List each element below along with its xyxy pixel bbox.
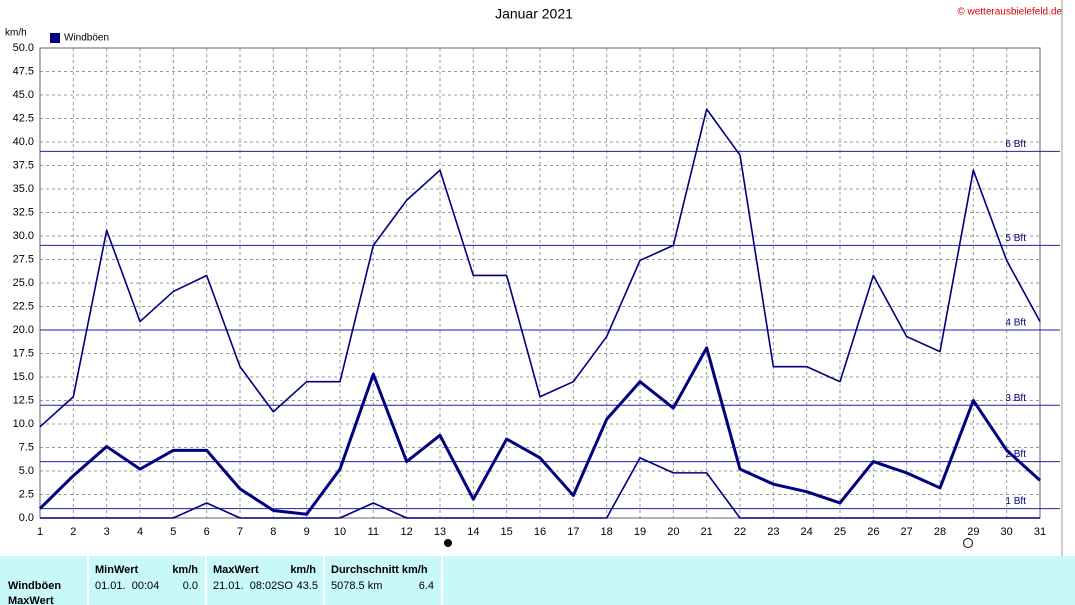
cell: 21.01. 08:02 — [213, 580, 277, 592]
x-tick-label: 18 — [601, 526, 613, 538]
beaufort-label: 6 Bft — [1005, 139, 1026, 150]
y-tick-label: 20.0 — [13, 324, 34, 336]
column-header: Durchschnitt km/h — [331, 564, 428, 576]
y-tick-label: 7.5 — [19, 441, 34, 453]
row-label: MaxWert — [8, 595, 54, 605]
series-line — [38, 346, 1042, 516]
x-tick-label: 13 — [434, 526, 446, 538]
y-axis-label: km/h — [5, 28, 27, 39]
column-unit: km/h — [290, 564, 316, 576]
moon-full — [444, 539, 452, 547]
y-tick-label: 22.5 — [13, 300, 34, 312]
y-tick-label: 25.0 — [13, 277, 34, 289]
y-tick-label: 2.5 — [19, 488, 34, 500]
x-tick-label: 23 — [767, 526, 779, 538]
y-tick-label: 10.0 — [13, 418, 34, 430]
cell: SO — [277, 580, 293, 592]
y-tick-label: 17.5 — [13, 347, 34, 359]
x-tick-label: 10 — [334, 526, 346, 538]
y-tick-label: 12.5 — [13, 394, 34, 406]
credit: © wetterausbielefeld.de — [957, 7, 1062, 18]
y-tick-label: 50.0 — [13, 42, 34, 54]
cell: 6.4 — [419, 580, 434, 592]
beaufort-label: 4 Bft — [1005, 318, 1026, 329]
cell: 0.0 — [183, 580, 198, 592]
beaufort-label: 1 Bft — [1005, 496, 1026, 507]
y-tick-label: 0.0 — [19, 512, 34, 524]
table-background — [0, 556, 1075, 605]
x-tick-label: 17 — [567, 526, 579, 538]
x-tick-label: 14 — [467, 526, 479, 538]
x-tick-label: 1 — [37, 526, 43, 538]
x-tick-label: 25 — [834, 526, 846, 538]
x-tick-label: 28 — [934, 526, 946, 538]
y-tick-label: 27.5 — [13, 253, 34, 265]
x-tick-label: 6 — [204, 526, 210, 538]
legend-swatch — [50, 33, 60, 43]
x-tick-label: 16 — [534, 526, 546, 538]
x-tick-label: 9 — [304, 526, 310, 538]
series-line — [39, 108, 1041, 428]
x-tick-label: 19 — [634, 526, 646, 538]
beaufort-label: 5 Bft — [1005, 233, 1026, 244]
y-tick-label: 35.0 — [13, 183, 34, 195]
x-tick-label: 22 — [734, 526, 746, 538]
cell: 5078.5 km — [331, 580, 382, 592]
cell: 43.5 — [297, 580, 318, 592]
y-tick-label: 30.0 — [13, 230, 34, 242]
x-tick-label: 30 — [1001, 526, 1013, 538]
x-tick-label: 5 — [170, 526, 176, 538]
beaufort-label: 3 Bft — [1005, 393, 1026, 404]
x-tick-label: 2 — [70, 526, 76, 538]
column-header: MaxWert — [213, 564, 259, 576]
x-tick-label: 4 — [137, 526, 143, 538]
y-tick-label: 47.5 — [13, 65, 34, 77]
beaufort-label: 2 Bft — [1005, 449, 1026, 460]
x-tick-label: 8 — [270, 526, 276, 538]
x-tick-label: 20 — [667, 526, 679, 538]
x-tick-label: 27 — [901, 526, 913, 538]
x-tick-label: 15 — [501, 526, 513, 538]
x-tick-label: 3 — [104, 526, 110, 538]
series-line — [40, 457, 1040, 519]
x-tick-label: 26 — [867, 526, 879, 538]
y-tick-label: 32.5 — [13, 206, 34, 218]
chart-title: Januar 2021 — [495, 6, 573, 22]
x-tick-label: 31 — [1034, 526, 1046, 538]
column-header: MinWert — [95, 564, 139, 576]
x-tick-label: 21 — [701, 526, 713, 538]
y-tick-label: 45.0 — [13, 89, 34, 101]
legend-label: Windböen — [64, 33, 109, 44]
y-tick-label: 37.5 — [13, 159, 34, 171]
cell: 01.01. 00:04 — [95, 580, 159, 592]
y-tick-label: 5.0 — [19, 465, 34, 477]
x-tick-label: 24 — [801, 526, 813, 538]
x-tick-label: 11 — [368, 526, 379, 538]
column-unit: km/h — [172, 564, 198, 576]
y-tick-label: 40.0 — [13, 136, 34, 148]
row-label: Windböen — [8, 580, 61, 592]
x-tick-label: 29 — [967, 526, 979, 538]
moon-new — [963, 538, 973, 548]
x-tick-label: 7 — [237, 526, 243, 538]
x-tick-label: 12 — [401, 526, 413, 538]
background — [0, 0, 1075, 556]
y-tick-label: 42.5 — [13, 112, 34, 124]
y-tick-label: 15.0 — [13, 371, 34, 383]
